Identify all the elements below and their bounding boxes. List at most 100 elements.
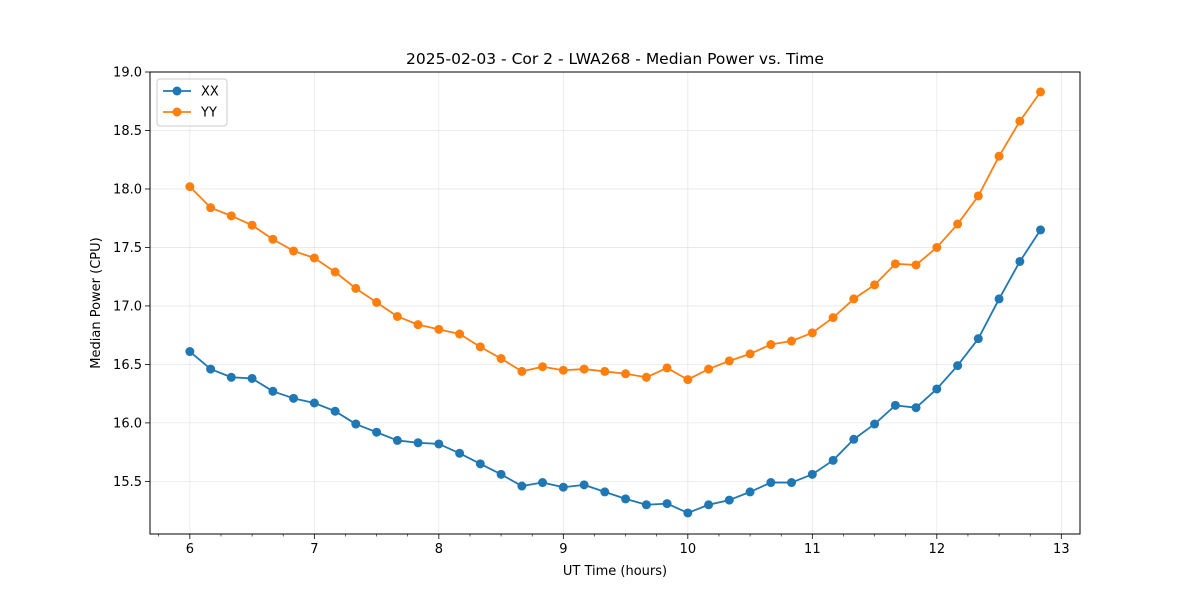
data-point-yy [206,203,216,213]
data-point-yy [724,356,734,366]
data-point-yy [994,151,1004,161]
data-point-xx [662,499,672,509]
x-tick-label: 13 [1053,542,1070,557]
data-point-yy [289,246,299,256]
data-point-xx [247,373,257,383]
data-point-xx [579,480,589,490]
data-point-yy [226,211,236,221]
data-point-xx [226,372,236,382]
data-point-yy [247,220,257,230]
data-point-xx [434,439,444,449]
data-point-xx [621,494,631,504]
data-point-xx [289,393,299,403]
data-point-xx [724,495,734,505]
data-point-xx [953,361,963,371]
data-point-yy [807,328,817,338]
data-point-yy [538,362,548,372]
data-point-yy [787,336,797,346]
data-point-yy [973,191,983,201]
data-point-yy [434,324,444,334]
data-point-xx [704,500,714,510]
y-tick-label: 17.5 [113,241,142,256]
y-tick-label: 18.0 [113,182,142,197]
data-point-xx [455,448,465,458]
legend: XX YY [156,78,228,127]
data-point-yy [268,234,278,244]
data-point-xx [641,500,651,510]
plot-frame [149,71,1081,535]
legend-marker-yy [172,107,182,117]
data-point-xx [392,435,402,445]
data-point-yy [330,267,340,277]
y-tick-label: 17.0 [113,299,142,314]
data-point-yy [351,283,361,293]
data-point-xx [538,478,548,488]
data-point-yy [600,366,610,376]
data-point-yy [558,365,568,375]
x-tick-label: 11 [804,542,821,557]
data-point-xx [330,406,340,416]
grid-layer [150,71,1080,534]
data-point-yy [579,364,589,374]
y-axis-label: Median Power (CPU) [89,237,104,368]
data-point-yy [517,366,527,376]
x-tick-label: 10 [680,542,697,557]
data-point-xx [745,487,755,497]
data-point-xx [1036,225,1046,235]
data-point-yy [932,242,942,252]
data-point-yy [953,219,963,229]
data-point-xx [870,419,880,429]
data-point-yy [662,363,672,373]
legend-marker-xx [172,86,182,96]
x-axis-label: UT Time (hours) [563,564,667,579]
data-point-xx [268,386,278,396]
data-point-xx [1015,256,1025,266]
data-point-xx [911,403,921,413]
data-point-yy [621,369,631,379]
data-point-yy [766,340,776,350]
data-point-yy [185,182,195,192]
data-point-xx [351,419,361,429]
data-point-yy [704,364,714,374]
data-point-yy [372,297,382,307]
data-point-xx [475,459,485,469]
data-point-yy [745,349,755,359]
y-tick-label: 19.0 [113,66,142,81]
x-tick-label: 9 [559,542,567,557]
data-point-xx [600,487,610,497]
data-point-yy [641,372,651,382]
data-point-xx [890,400,900,410]
y-tick-label: 16.5 [113,358,142,373]
data-point-yy [1036,87,1046,97]
data-point-yy [870,280,880,290]
data-point-xx [828,455,838,465]
series-layer [185,87,1046,518]
legend-label-xx: XX [201,85,219,100]
data-point-xx [496,469,506,479]
data-point-yy [890,259,900,269]
data-point-xx [517,481,527,491]
data-point-xx [932,384,942,394]
x-tick-label: 7 [310,542,318,557]
data-point-yy [828,313,838,323]
x-tick-label: 6 [186,542,194,557]
data-point-xx [787,478,797,488]
chart-title: 2025-02-03 - Cor 2 - LWA268 - Median Pow… [406,50,824,68]
data-point-yy [413,320,423,330]
data-point-xx [766,478,776,488]
data-point-xx [558,482,568,492]
data-point-xx [807,469,817,479]
data-point-yy [392,311,402,321]
data-point-xx [185,347,195,357]
data-point-yy [683,375,693,385]
data-point-yy [1015,116,1025,126]
data-point-xx [994,294,1004,304]
tick-layer: 6 7 8 9 10 11 12 13 15.5 16.0 16.5 17.0 17.5 18.0 18.5… [113,66,1070,558]
y-tick-label: 15.5 [113,475,142,490]
data-point-xx [683,508,693,518]
data-point-xx [849,434,859,444]
x-tick-label: 12 [929,542,946,557]
data-point-xx [309,398,319,408]
x-tick-label: 8 [435,542,443,557]
